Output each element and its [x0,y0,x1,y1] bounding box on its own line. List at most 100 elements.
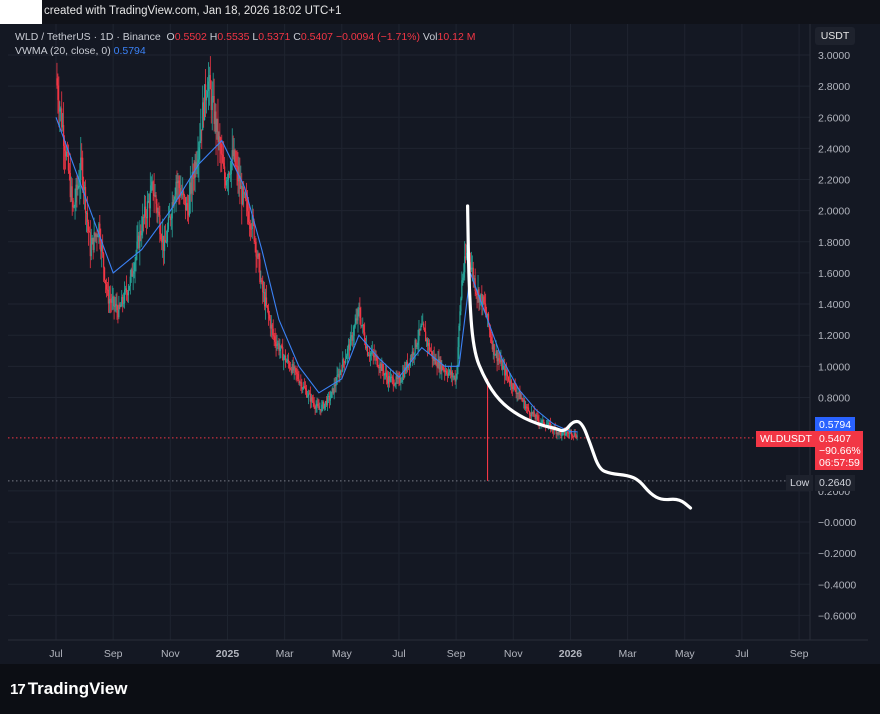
candle-body [457,347,459,367]
candle-body [576,435,578,439]
candle-body [558,431,560,435]
candle-body [548,423,551,425]
candle-body [310,396,312,402]
tradingview-logo[interactable]: 17 TradingView [10,679,128,699]
candle-body [372,351,374,355]
candle-body [120,306,122,308]
candle-body [402,372,404,381]
candle-body [532,411,534,414]
candle-body [208,75,210,82]
candle-body [367,355,370,357]
candle-body [448,370,451,373]
candle-body [80,157,82,180]
candle-body [59,108,61,112]
candle-body [284,355,286,357]
candle-body [325,401,327,404]
candle-body [288,363,291,368]
candle-body [565,434,567,436]
candle-body [185,203,188,211]
candle-body [325,401,328,406]
candle-body [376,355,378,366]
candle-body [172,202,174,207]
candle-body [102,245,104,254]
candle-body [94,232,96,237]
candle-body [155,195,157,204]
candle-body [110,300,112,303]
candle-body [513,383,515,386]
low-value-tag: 0.2640 [815,475,856,491]
candle-body [144,206,147,217]
candle-body [391,376,393,378]
candle-body [475,291,477,295]
candle-body [519,390,521,400]
candle-body [73,206,75,208]
candle-body [88,231,90,233]
candle-body [137,235,139,242]
candle-body [368,355,371,357]
candle-body [500,359,502,363]
candle-body [157,211,159,213]
candle-body [313,402,315,407]
candle-body [77,185,79,191]
candle-body [574,432,576,437]
candle-body [218,136,220,143]
candle-body [183,191,185,196]
candle-body [373,354,375,358]
candle-body [397,377,399,379]
candle-body [186,203,189,211]
candle-body [226,179,229,181]
currency-button[interactable]: USDT [815,27,855,45]
candle-body [536,414,538,417]
candle-body [292,363,294,371]
candle-body [465,252,468,259]
close-value: 0.5407 [300,31,334,43]
candle-body [217,118,219,143]
candle-body [464,256,466,273]
candle-body [128,286,130,291]
candle-body [113,296,115,307]
candle-body [399,377,401,384]
candle-body [268,314,270,319]
candle-body [541,420,543,423]
candle-body [434,358,436,362]
candle-body [149,191,151,209]
candle-body [233,150,235,157]
y-tick-label: 2.0000 [818,206,850,218]
tradingview-icon: 17 [10,681,26,698]
candle-body [571,435,573,437]
ohlc-legend[interactable]: WLD / TetherUS · 1D · Binance O0.5502 H0… [15,31,475,43]
candle-body [291,363,293,373]
candle-body [162,235,164,243]
candle-body [117,310,119,318]
candle-body [62,125,64,128]
candle-body [238,176,240,182]
candle-body [250,229,252,231]
candle-body [560,432,562,437]
y-tick-label: 2.2000 [818,175,850,187]
candle-body [557,432,559,435]
candle-body [131,269,133,277]
candle-body [453,376,455,378]
candle-body [320,409,322,412]
candle-body [436,365,438,368]
candle-body [389,376,391,382]
candle-body [207,81,210,91]
candle-body [211,96,213,111]
indicator-legend[interactable]: VWMA (20, close, 0) 0.5794 [15,45,146,57]
indicator-name[interactable]: VWMA (20, close, 0) [15,45,111,57]
candle-body [293,366,295,371]
candle-body [74,202,76,207]
candle-body [450,371,452,375]
candle-body [377,365,379,367]
candle-body [158,211,160,216]
candle-body [321,404,323,412]
candle-body [85,212,88,214]
candle-body [514,385,516,390]
symbol-description[interactable]: WLD / TetherUS · 1D · Binance [15,31,161,43]
candle-body [408,363,411,366]
candle-body [417,340,419,345]
candle-body [470,267,472,270]
candle-body [299,382,301,384]
candle-body [512,383,514,390]
